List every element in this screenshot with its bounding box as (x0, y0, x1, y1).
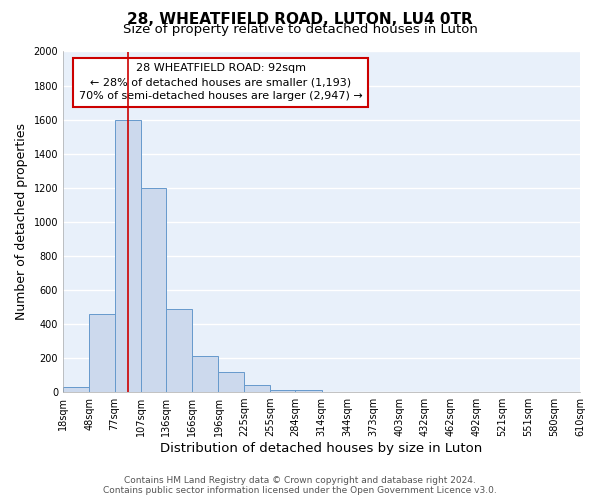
Bar (218, 372, 244, 392)
Text: 28, WHEATFIELD ROAD, LUTON, LU4 0TR: 28, WHEATFIELD ROAD, LUTON, LU4 0TR (127, 12, 473, 28)
Bar (295, 390, 322, 392)
Bar (166, 308, 192, 392)
X-axis label: Distribution of detached houses by size in Luton: Distribution of detached houses by size … (160, 442, 482, 455)
Text: 28 WHEATFIELD ROAD: 92sqm
← 28% of detached houses are smaller (1,193)
70% of se: 28 WHEATFIELD ROAD: 92sqm ← 28% of detac… (79, 64, 362, 102)
Bar (89, 314, 115, 392)
Bar (244, 386, 270, 392)
Bar (63, 387, 89, 392)
Bar (141, 188, 166, 392)
Text: Size of property relative to detached houses in Luton: Size of property relative to detached ho… (122, 22, 478, 36)
Text: Contains HM Land Registry data © Crown copyright and database right 2024.
Contai: Contains HM Land Registry data © Crown c… (103, 476, 497, 495)
Bar (192, 356, 218, 392)
Y-axis label: Number of detached properties: Number of detached properties (15, 124, 28, 320)
Bar (115, 120, 141, 392)
Bar (270, 390, 295, 392)
